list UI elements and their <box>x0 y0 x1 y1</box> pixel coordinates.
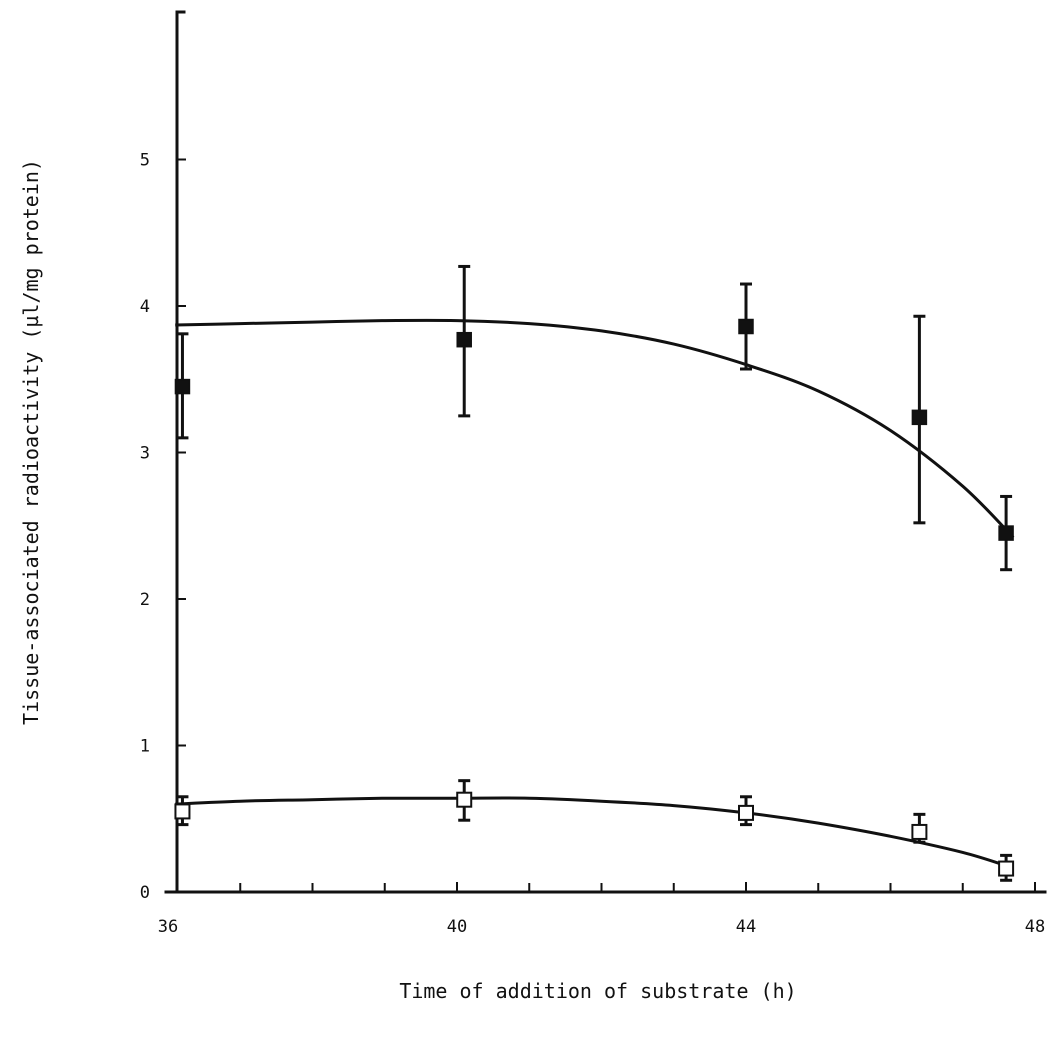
data-point-series-1-point-3 <box>911 823 928 840</box>
axes: 0 1 2 3 4 5 36 40 44 48 <box>140 10 1047 937</box>
fit-curve-series-1 <box>175 796 1007 868</box>
y-tick-label-0: 0 <box>140 883 150 903</box>
x-ticks: 36 40 44 48 <box>158 882 1045 937</box>
x-tick-label-40: 40 <box>447 917 467 937</box>
x-tick-label-36: 36 <box>158 917 178 937</box>
fit-curves <box>175 318 1015 868</box>
data-point-series-0-point-4 <box>998 525 1014 541</box>
y-ticks: 0 1 2 3 4 5 <box>140 151 186 903</box>
error-bars <box>176 264 1013 882</box>
y-tick-label-1: 1 <box>140 737 150 757</box>
data-point-series-0-point-1 <box>456 331 472 348</box>
data-point-series-1-point-2 <box>738 804 754 821</box>
x-tick-label-48: 48 <box>1025 917 1045 937</box>
y-tick-label-4: 4 <box>140 297 150 317</box>
data-point-series-1-point-0 <box>174 803 191 820</box>
data-markers <box>174 318 1015 877</box>
data-point-series-1-point-4 <box>998 860 1015 877</box>
y-tick-label-5: 5 <box>140 151 150 171</box>
x-axis-title: Time of addition of substrate (h) <box>399 979 796 1003</box>
y-tick-label-3: 3 <box>140 444 150 464</box>
data-point-series-0-point-3 <box>911 409 928 426</box>
fit-curve-series-0 <box>175 318 1015 539</box>
x-tick-label-44: 44 <box>736 917 756 937</box>
y-tick-label-2: 2 <box>140 590 150 610</box>
data-point-series-0-point-0 <box>174 378 191 395</box>
data-point-series-1-point-1 <box>456 791 473 808</box>
data-point-series-0-point-2 <box>738 318 754 335</box>
y-axis-title: Tissue-associated radioactivity (µl/mg p… <box>19 159 43 725</box>
